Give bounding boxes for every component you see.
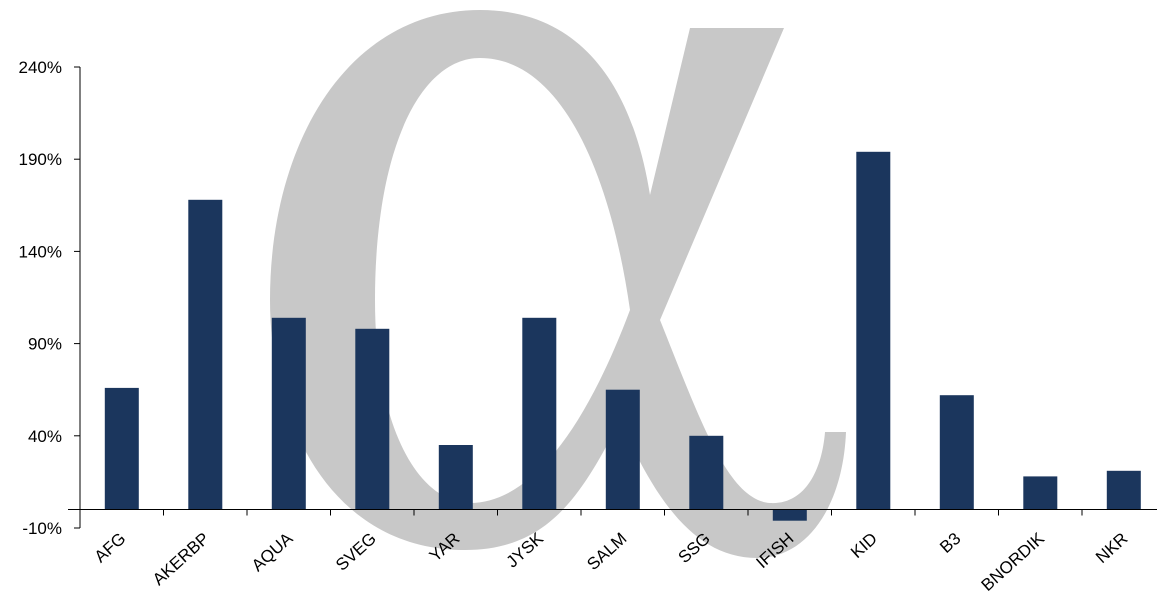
x-category-label: AKERBP: [149, 529, 213, 589]
bar-nkr: [1106, 470, 1141, 510]
bar-ssg: [689, 435, 724, 510]
bar-b3: [939, 395, 974, 510]
alpha-watermark-icon: [270, 10, 846, 558]
x-category-label: SVEG: [332, 529, 380, 575]
y-tick-labels: -10% 40% 90% 140% 190% 240%: [19, 58, 62, 538]
bar-bnordik: [1023, 476, 1058, 510]
x-category-labels: AFG AKERBP AQUA SVEG YAR JYSK SALM SSG IFISH KID B…: [91, 528, 1132, 594]
y-tick-label: 240%: [19, 58, 62, 77]
x-category-label: KID: [847, 529, 881, 562]
alpha-watermark-shape: [270, 10, 846, 558]
y-tick-label: 190%: [19, 150, 62, 169]
y-tick-label: 140%: [19, 242, 62, 261]
y-tick-label: 90%: [28, 335, 62, 354]
x-category-label: AQUA: [248, 528, 297, 575]
bar-ifish: [772, 509, 807, 521]
bar-aqua: [271, 317, 306, 510]
bar-akerbp: [188, 199, 223, 510]
bar-salm: [605, 389, 640, 510]
x-category-label: AFG: [91, 529, 130, 567]
x-category-label: B3: [936, 529, 964, 557]
bar-afg: [104, 387, 139, 510]
bar-sveg: [355, 328, 390, 510]
x-category-label: SALM: [583, 529, 630, 574]
bar-kid: [856, 151, 891, 510]
x-category-label: NKR: [1092, 529, 1131, 567]
bar-yar: [438, 445, 473, 510]
bar-jysk: [522, 317, 557, 510]
y-tick-label: -10%: [22, 519, 62, 538]
axes-group: [68, 66, 1157, 529]
bars-group: [104, 151, 1141, 521]
x-category-label: BNORDIK: [978, 528, 1049, 594]
y-tick-label: 40%: [28, 427, 62, 446]
